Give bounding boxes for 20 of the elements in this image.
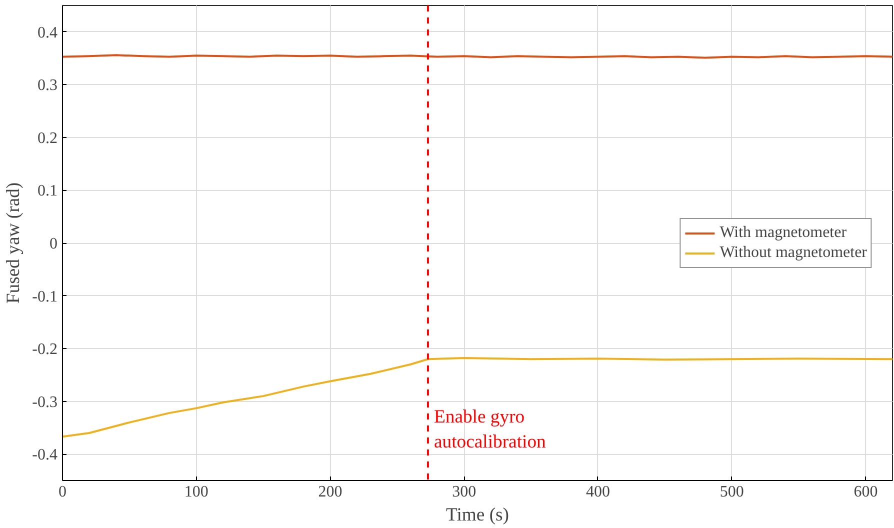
x-axis-title: Time (s): [446, 504, 510, 526]
y-tick-label: -0.4: [32, 446, 58, 464]
y-tick-label: -0.3: [32, 394, 58, 411]
y-tick-label: 0.4: [38, 24, 58, 42]
x-tick-label: 400: [586, 484, 610, 500]
legend-label: With magnetometer: [720, 224, 847, 242]
y-tick-label: -0.1: [32, 288, 58, 306]
y-tick-label: 0: [50, 236, 58, 252]
x-tick-label: 500: [720, 484, 744, 500]
y-tick-label: 0.1: [38, 182, 58, 200]
y-tick-label: 0.3: [38, 77, 58, 94]
x-tick-label: 200: [318, 484, 342, 500]
x-tick-label: 100: [184, 484, 208, 500]
ref-line-label: Enable gyro autocalibration: [434, 406, 547, 452]
x-tick-label: 600: [854, 484, 878, 500]
x-tick-label: 300: [452, 484, 476, 500]
y-axis-title: Fused yaw (rad): [3, 182, 24, 304]
y-tick-label: -0.2: [32, 341, 58, 358]
y-tick-label: 0.2: [38, 130, 58, 147]
legend-label: Without magnetometer: [720, 244, 867, 262]
